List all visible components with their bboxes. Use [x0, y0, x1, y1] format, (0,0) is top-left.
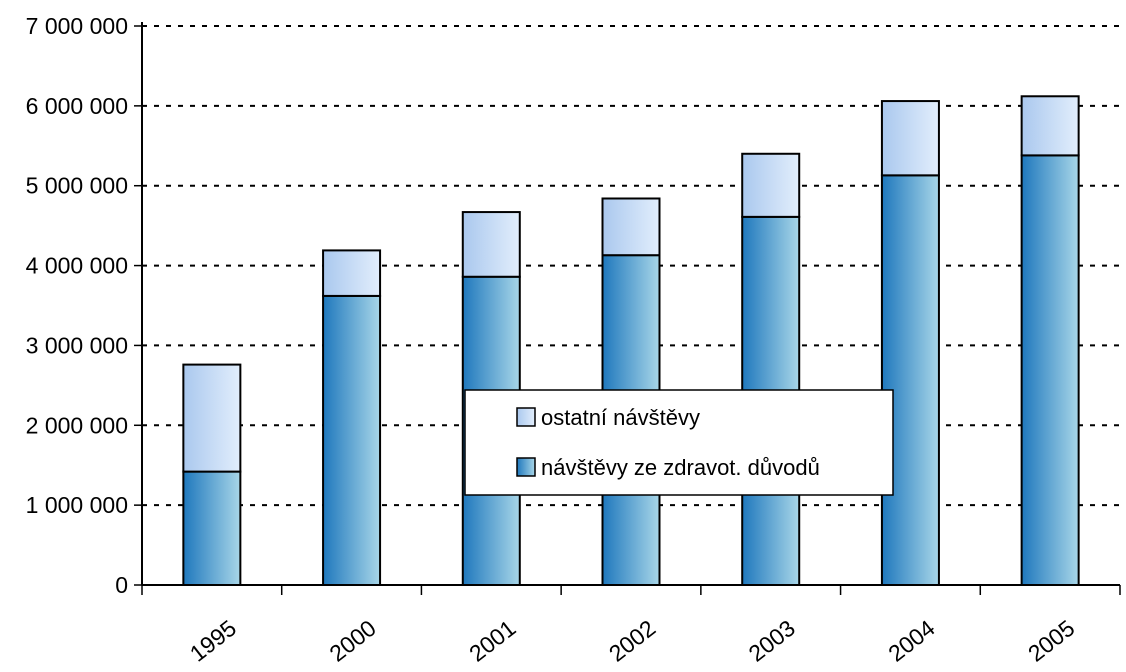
x-tick-label: 2002 — [604, 615, 660, 667]
bar-segment-ostatni — [461, 211, 521, 278]
y-tick-label: 4 000 000 — [26, 253, 128, 279]
legend-label-zdravotni: návštěvy ze zdravot. důvodů — [541, 455, 820, 480]
bar-segment-zdravotni — [880, 174, 940, 586]
legend: ostatní návštěvy návštěvy ze zdravot. dů… — [464, 389, 894, 496]
bars — [182, 95, 1080, 587]
bar-segment-ostatni — [601, 197, 661, 257]
bar-segment-ostatni — [880, 100, 940, 177]
x-tick-label: 1995 — [185, 615, 241, 667]
bar-segment-ostatni — [322, 249, 382, 297]
x-tick-label: 2004 — [883, 615, 939, 667]
x-tick-label: 2003 — [744, 615, 800, 667]
legend-swatch-zdravotni — [516, 457, 536, 477]
x-tick-label: 2005 — [1023, 615, 1079, 667]
bar-segment-zdravotni — [182, 470, 242, 586]
legend-swatch-ostatni — [516, 407, 536, 427]
y-tick-label: 5 000 000 — [26, 173, 128, 199]
y-tick-label: 6 000 000 — [26, 93, 128, 119]
bar-segment-zdravotni — [1020, 154, 1080, 587]
bar-segment-ostatni — [741, 152, 801, 218]
bar-segment-ostatni — [182, 363, 242, 473]
x-tick-label: 2000 — [324, 615, 380, 667]
y-tick-label: 3 000 000 — [26, 332, 128, 358]
y-tick-label: 2 000 000 — [26, 412, 128, 438]
x-tick-label: 2001 — [464, 615, 520, 667]
y-tick-label: 0 — [115, 572, 128, 598]
legend-box — [464, 389, 894, 496]
bar-segment-ostatni — [1020, 95, 1080, 157]
y-tick-label: 1 000 000 — [26, 492, 128, 518]
legend-label-ostatni: ostatní návštěvy — [541, 405, 700, 430]
bar-segment-zdravotni — [322, 294, 382, 586]
y-tick-label: 7 000 000 — [26, 13, 128, 39]
